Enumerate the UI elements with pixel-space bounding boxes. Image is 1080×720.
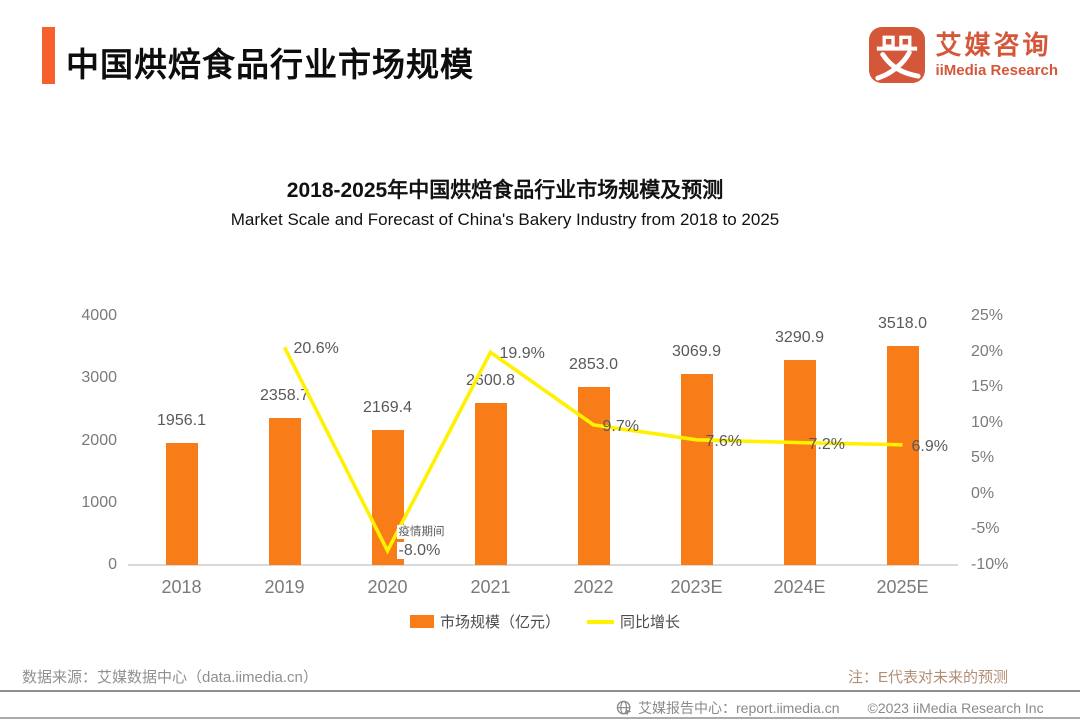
iimedia-logo: 艾媒咨询 iiMedia Research — [869, 27, 1058, 83]
bar-2019 — [268, 418, 301, 565]
x-axis-label: 2023E — [670, 577, 723, 597]
left-axis-tick: 1000 — [81, 493, 117, 511]
bar-2025E — [886, 346, 919, 565]
logo-text: 艾媒咨询 iiMedia Research — [935, 32, 1058, 78]
x-axis-label: 2018 — [161, 577, 202, 597]
right-axis-tick: 10% — [971, 413, 1004, 431]
x-axis-label: 2019 — [264, 577, 305, 597]
report-center-text: 艾媒报告中心：report.iimedia.cn — [638, 700, 840, 716]
bar-2018 — [165, 443, 198, 565]
x-axis-baseline — [128, 564, 958, 566]
copyright-text: ©2023 iiMedia Research Inc — [867, 700, 1044, 716]
right-axis-tick: 0% — [971, 484, 995, 502]
bar-2023E — [680, 373, 713, 565]
growth-point-label: 20.6% — [293, 340, 339, 358]
globe-icon — [616, 700, 632, 716]
left-axis-tick: 4000 — [81, 307, 117, 324]
right-axis-tick: -5% — [971, 520, 1000, 538]
legend-label: 市场规模（亿元） — [439, 614, 560, 631]
left-axis-tick: 0 — [108, 556, 117, 573]
x-axis-label: 2020 — [367, 577, 408, 597]
logo-name-en: iiMedia Research — [935, 62, 1058, 79]
bar-value-label: 2358.7 — [260, 387, 309, 405]
bottom-bar: 艾媒报告中心：report.iimedia.cn ©2023 iiMedia R… — [616, 698, 1044, 718]
growth-point-label: 7.2% — [808, 435, 845, 453]
report-center-link: 艾媒报告中心：report.iimedia.cn — [616, 698, 840, 718]
page-bottom-edge — [0, 717, 1080, 719]
x-axis-label: 2025E — [876, 577, 929, 597]
epidemic-period-annotation: 疫情期间 — [396, 525, 447, 539]
iimedia-logo-icon — [869, 27, 926, 83]
growth-point-label: 19.9% — [499, 345, 545, 363]
page-title: 中国烘焙食品行业市场规模 — [66, 46, 474, 83]
bar-2024E — [783, 360, 816, 565]
growth-point-label: 6.9% — [911, 437, 948, 455]
legend-item-yoy-growth: 同比增长 — [587, 611, 680, 632]
legend-item-market-scale: 市场规模（亿元） — [409, 611, 560, 632]
bar-value-label: 2853.0 — [569, 356, 618, 374]
legend-label: 同比增长 — [620, 614, 681, 631]
bar-2021 — [474, 403, 507, 565]
line-swatch-icon — [587, 619, 614, 624]
x-axis-label: 2024E — [773, 577, 826, 597]
left-axis-tick: 3000 — [81, 369, 117, 387]
right-axis-tick: 25% — [971, 307, 1004, 324]
title-accent-bar — [42, 27, 55, 84]
bar-value-label: 3290.9 — [775, 329, 824, 347]
right-axis-tick: 5% — [971, 449, 995, 467]
x-axis-label: 2022 — [573, 577, 614, 597]
bar-value-label: 1956.1 — [157, 412, 206, 430]
growth-point-label: 7.6% — [705, 432, 742, 450]
right-axis-tick: 20% — [971, 342, 1004, 360]
footer-divider — [0, 690, 1080, 692]
growth-point-label: 9.7% — [602, 417, 639, 435]
bar-value-label: 2169.4 — [363, 398, 412, 416]
growth-point-label: -8.0% — [396, 541, 443, 559]
x-axis-label: 2021 — [470, 577, 511, 597]
right-axis-tick: 15% — [971, 378, 1004, 396]
chart-subtitle: Market Scale and Forecast of China's Bak… — [230, 210, 780, 229]
chart-legend: 市场规模（亿元） 同比增长 — [0, 611, 1080, 632]
bar-swatch-icon — [409, 615, 434, 628]
chart-title: 2018-2025年中国烘焙食品行业市场规模及预测 — [286, 179, 724, 202]
forecast-note: 注：E代表对未来的预测 — [847, 669, 1008, 686]
logo-name-cn: 艾媒咨询 — [935, 30, 1052, 60]
bar-value-label: 3518.0 — [878, 315, 927, 332]
bar-value-label: 3069.9 — [672, 342, 721, 360]
data-source-note: 数据来源：艾媒数据中心（data.iimedia.cn） — [22, 669, 318, 686]
left-axis-tick: 2000 — [81, 431, 117, 449]
right-axis-tick: -10% — [971, 556, 1009, 573]
